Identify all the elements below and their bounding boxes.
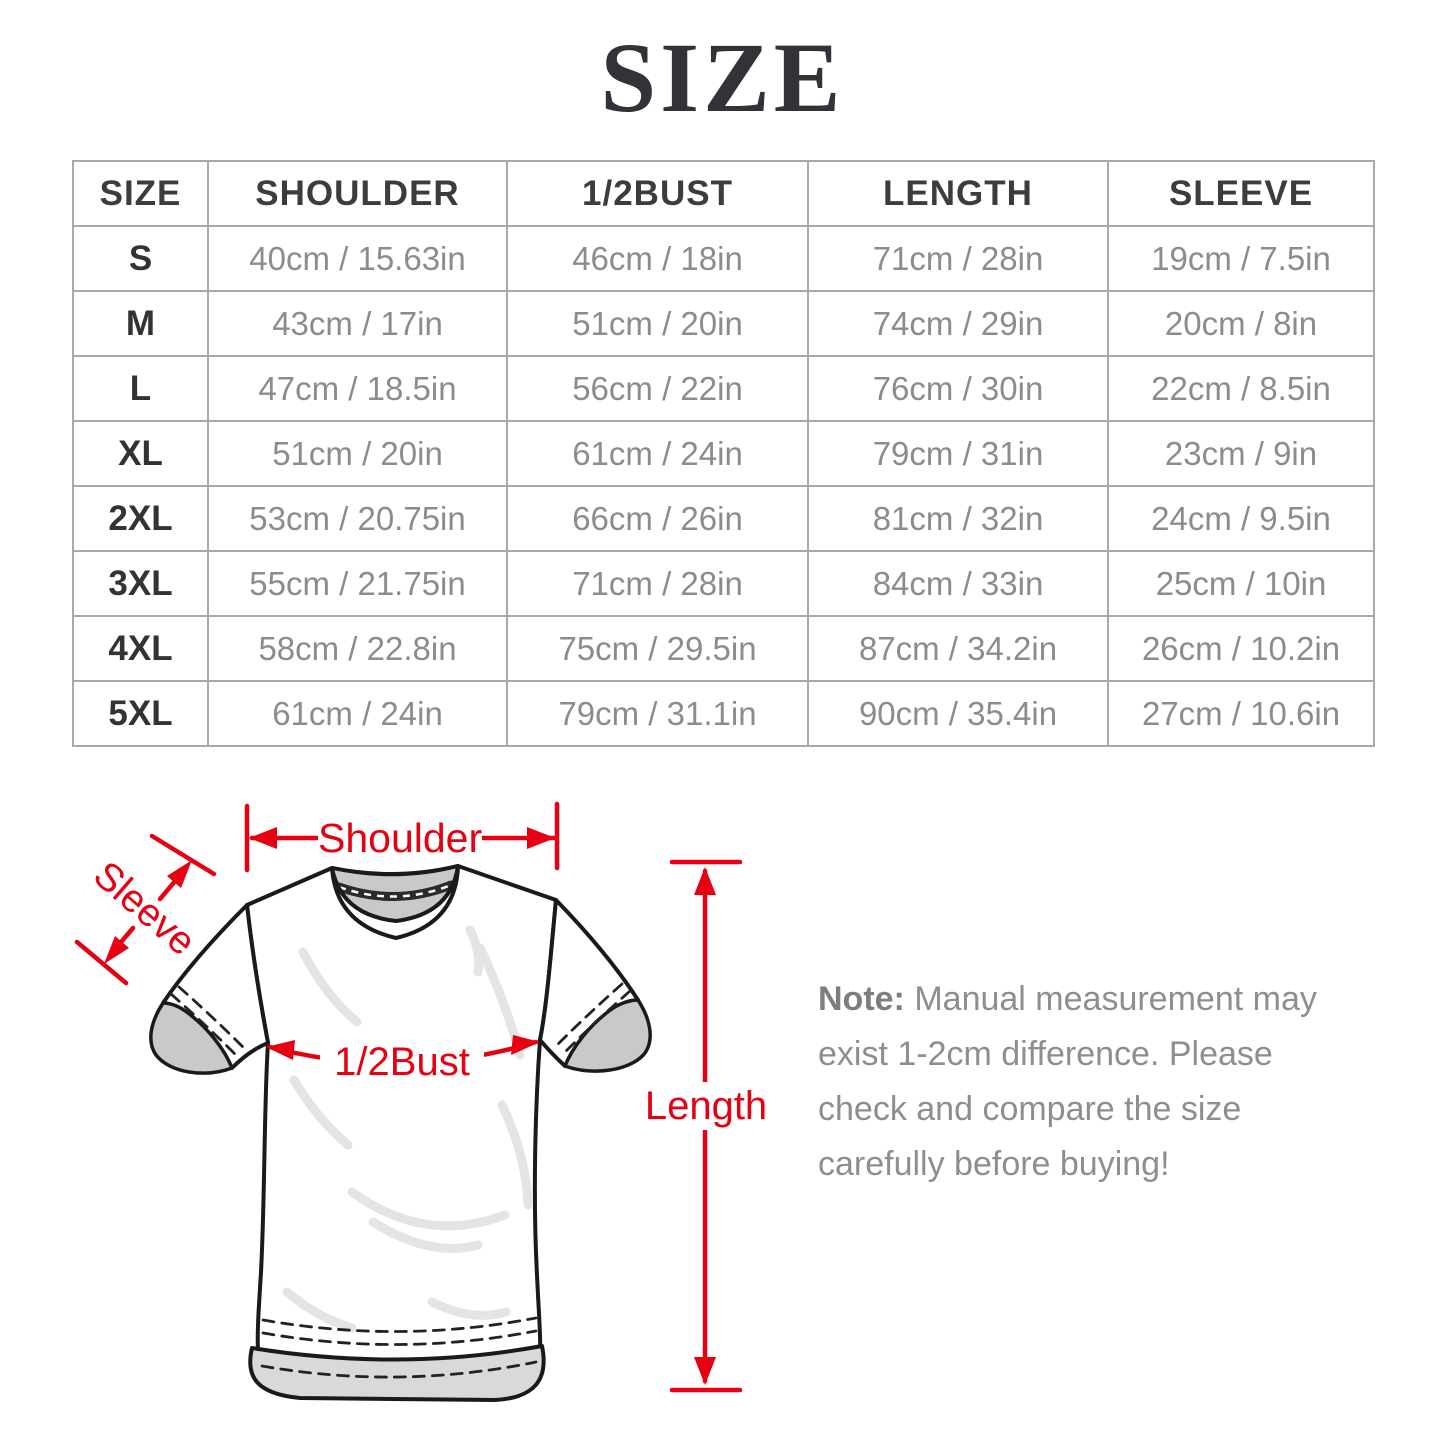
- table-row: L 47cm / 18.5in 56cm / 22in 76cm / 30in …: [72, 355, 1375, 422]
- size-cell: 5XL: [72, 680, 209, 747]
- value-cell: 51cm / 20in: [506, 290, 809, 357]
- table-row: M 43cm / 17in 51cm / 20in 74cm / 29in 20…: [72, 290, 1375, 357]
- value-cell: 75cm / 29.5in: [506, 615, 809, 682]
- size-cell: S: [72, 225, 209, 292]
- value-cell: 40cm / 15.63in: [207, 225, 508, 292]
- hem-stitches: [260, 1316, 538, 1379]
- size-cell: 2XL: [72, 485, 209, 552]
- right-sleeve: [538, 898, 640, 1068]
- value-cell: 87cm / 34.2in: [807, 615, 1109, 682]
- col-header-length: LENGTH: [807, 160, 1109, 227]
- value-cell: 71cm / 28in: [807, 225, 1109, 292]
- value-cell: 56cm / 22in: [506, 355, 809, 422]
- collar-band: [330, 864, 460, 940]
- value-cell: 71cm / 28in: [506, 550, 809, 617]
- value-cell: 55cm / 21.75in: [207, 550, 508, 617]
- left-cuff: [149, 1001, 234, 1075]
- value-cell: 26cm / 10.2in: [1107, 615, 1375, 682]
- table-row: XL 51cm / 20in 61cm / 24in 79cm / 31in 2…: [72, 420, 1375, 487]
- value-cell: 90cm / 35.4in: [807, 680, 1109, 747]
- table-header-row: SIZE SHOULDER 1/2BUST LENGTH SLEEVE: [72, 160, 1375, 227]
- size-cell: XL: [72, 420, 209, 487]
- value-cell: 53cm / 20.75in: [207, 485, 508, 552]
- size-cell: 3XL: [72, 550, 209, 617]
- value-cell: 61cm / 24in: [207, 680, 508, 747]
- col-header-shoulder: SHOULDER: [207, 160, 508, 227]
- size-cell: M: [72, 290, 209, 357]
- table-row: S 40cm / 15.63in 46cm / 18in 71cm / 28in…: [72, 225, 1375, 292]
- value-cell: 22cm / 8.5in: [1107, 355, 1375, 422]
- table-row: 3XL 55cm / 21.75in 71cm / 28in 84cm / 33…: [72, 550, 1375, 617]
- size-cell: L: [72, 355, 209, 422]
- value-cell: 58cm / 22.8in: [207, 615, 508, 682]
- tshirt-diagram: [74, 801, 743, 1402]
- length-label: Length: [632, 1082, 780, 1130]
- col-header-sleeve: SLEEVE: [1107, 160, 1375, 227]
- value-cell: 74cm / 29in: [807, 290, 1109, 357]
- page-title: SIZE: [600, 22, 845, 133]
- size-cell: 4XL: [72, 615, 209, 682]
- value-cell: 25cm / 10in: [1107, 550, 1375, 617]
- value-cell: 23cm / 9in: [1107, 420, 1375, 487]
- value-cell: 24cm / 9.5in: [1107, 485, 1375, 552]
- table-row: 2XL 53cm / 20.75in 66cm / 26in 81cm / 32…: [72, 485, 1375, 552]
- shoulder-label: Shoulder: [318, 814, 483, 862]
- value-cell: 79cm / 31.1in: [506, 680, 809, 747]
- value-cell: 47cm / 18.5in: [207, 355, 508, 422]
- value-cell: 66cm / 26in: [506, 485, 809, 552]
- collar-tape-stitch: [338, 883, 452, 898]
- col-header-bust: 1/2BUST: [506, 160, 809, 227]
- size-table: SIZE SHOULDER 1/2BUST LENGTH SLEEVE S 40…: [72, 160, 1375, 747]
- value-cell: 43cm / 17in: [207, 290, 508, 357]
- value-cell: 51cm / 20in: [207, 420, 508, 487]
- value-cell: 84cm / 33in: [807, 550, 1109, 617]
- value-cell: 76cm / 30in: [807, 355, 1109, 422]
- note-label: Note:: [818, 980, 905, 1018]
- value-cell: 61cm / 24in: [506, 420, 809, 487]
- value-cell: 27cm / 10.6in: [1107, 680, 1375, 747]
- value-cell: 20cm / 8in: [1107, 290, 1375, 357]
- hem-band: [248, 1344, 546, 1402]
- value-cell: 81cm / 32in: [807, 485, 1109, 552]
- note-body: Manual measurement may exist 1-2cm diffe…: [818, 980, 1317, 1183]
- cuff-stitches: [169, 982, 632, 1061]
- right-cuff: [563, 998, 652, 1073]
- value-cell: 19cm / 7.5in: [1107, 225, 1375, 292]
- value-cell: 79cm / 31in: [807, 420, 1109, 487]
- table-row: 4XL 58cm / 22.8in 75cm / 29.5in 87cm / 3…: [72, 615, 1375, 682]
- note-text: Note: Manual measurement may exist 1-2cm…: [818, 972, 1328, 1192]
- value-cell: 46cm / 18in: [506, 225, 809, 292]
- bust-label: 1/2Bust: [320, 1038, 484, 1086]
- sleeve-measure-arrow: [74, 833, 217, 986]
- table-row: 5XL 61cm / 24in 79cm / 31.1in 90cm / 35.…: [72, 680, 1375, 747]
- col-header-size: SIZE: [72, 160, 209, 227]
